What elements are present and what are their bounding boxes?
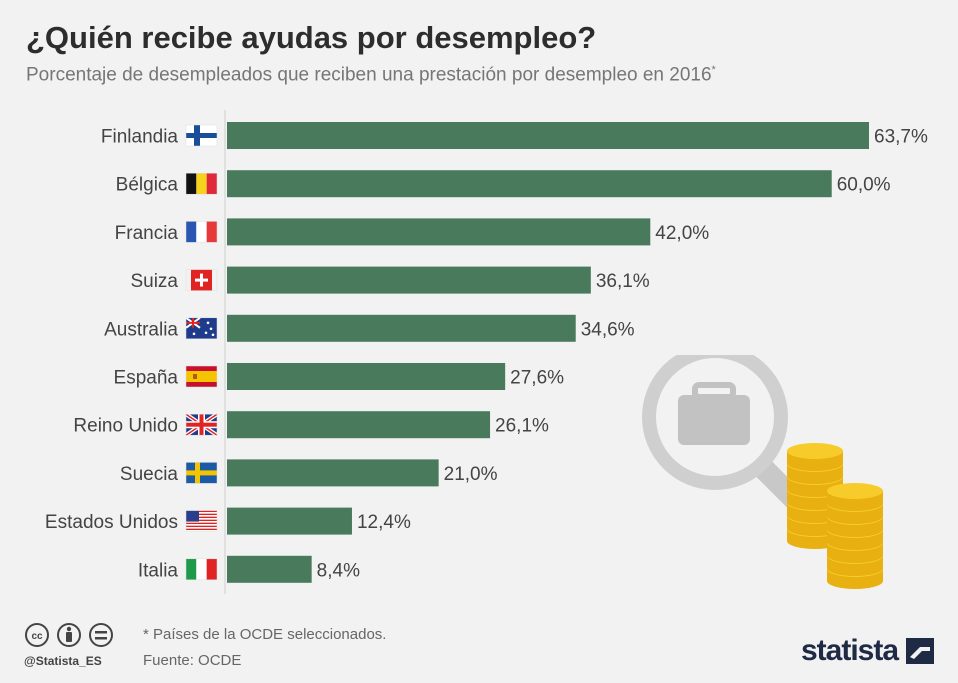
usa-flag-icon [185,510,218,532]
cc-icon: cc [25,623,49,647]
category-label: Suecia [120,464,179,485]
belgium-flag-icon [185,172,218,195]
nd-icon [89,623,113,647]
category-label: España [114,368,179,389]
france-flag-icon [185,221,218,243]
chart-title: ¿Quién recibe ayudas por desempleo? [26,20,597,55]
category-label: Bélgica [116,175,179,196]
bar [227,266,591,294]
bar [227,555,312,583]
bar [227,363,506,390]
twitter-handle: @Statista_ES [24,654,102,668]
category-label: Finlandia [101,127,179,148]
value-label: 26,1% [495,416,549,437]
subtitle-asterisk: * [711,64,716,76]
bar [227,122,869,149]
bar [227,459,439,487]
bar [227,507,352,535]
value-label: 34,6% [581,319,635,340]
bar [227,411,491,439]
bar-chart: Finlandia 63,7% Bélgica 60,0% Francia 42,0% Su… [45,110,928,594]
category-label: Reino Unido [73,416,178,437]
uk-flag-icon [184,412,219,437]
value-label: 8,4% [317,560,360,581]
footnote: * Países de la OCDE seleccionados. [143,626,387,643]
svg-text:cc: cc [31,631,43,642]
value-label: 42,0% [655,223,709,244]
by-icon [57,623,81,647]
value-label: 60,0% [837,175,891,196]
switzerland-flag-icon [185,269,218,291]
category-label: Francia [115,223,179,244]
value-label: 63,7% [874,127,928,148]
license-icons: cc [25,623,113,647]
chart-subtitle: Porcentaje de desempleados que reciben u… [26,64,716,86]
bar [227,170,832,198]
finland-flag-icon [185,124,218,147]
illustration [642,355,883,589]
category-label: Australia [104,319,178,340]
bar [227,218,651,246]
australia-flag-icon [185,316,218,340]
spain-flag-icon [185,365,218,388]
value-label: 12,4% [357,512,411,533]
category-label: Suiza [130,271,178,292]
italy-flag-icon [185,558,218,581]
bar [227,314,576,342]
coins-icon [787,443,883,589]
briefcase-icon [678,382,750,445]
source-note: Fuente: OCDE [143,652,242,669]
sweden-flag-icon [185,462,218,484]
subtitle-text: Porcentaje de desempleados que reciben u… [26,64,712,86]
category-label: Italia [138,560,179,581]
value-label: 36,1% [596,271,650,292]
category-label: Estados Unidos [45,512,178,533]
statista-logo-icon[interactable] [906,638,934,664]
value-label: 27,6% [510,368,564,389]
value-label: 21,0% [444,464,498,485]
statista-logo[interactable]: statista [801,634,899,667]
